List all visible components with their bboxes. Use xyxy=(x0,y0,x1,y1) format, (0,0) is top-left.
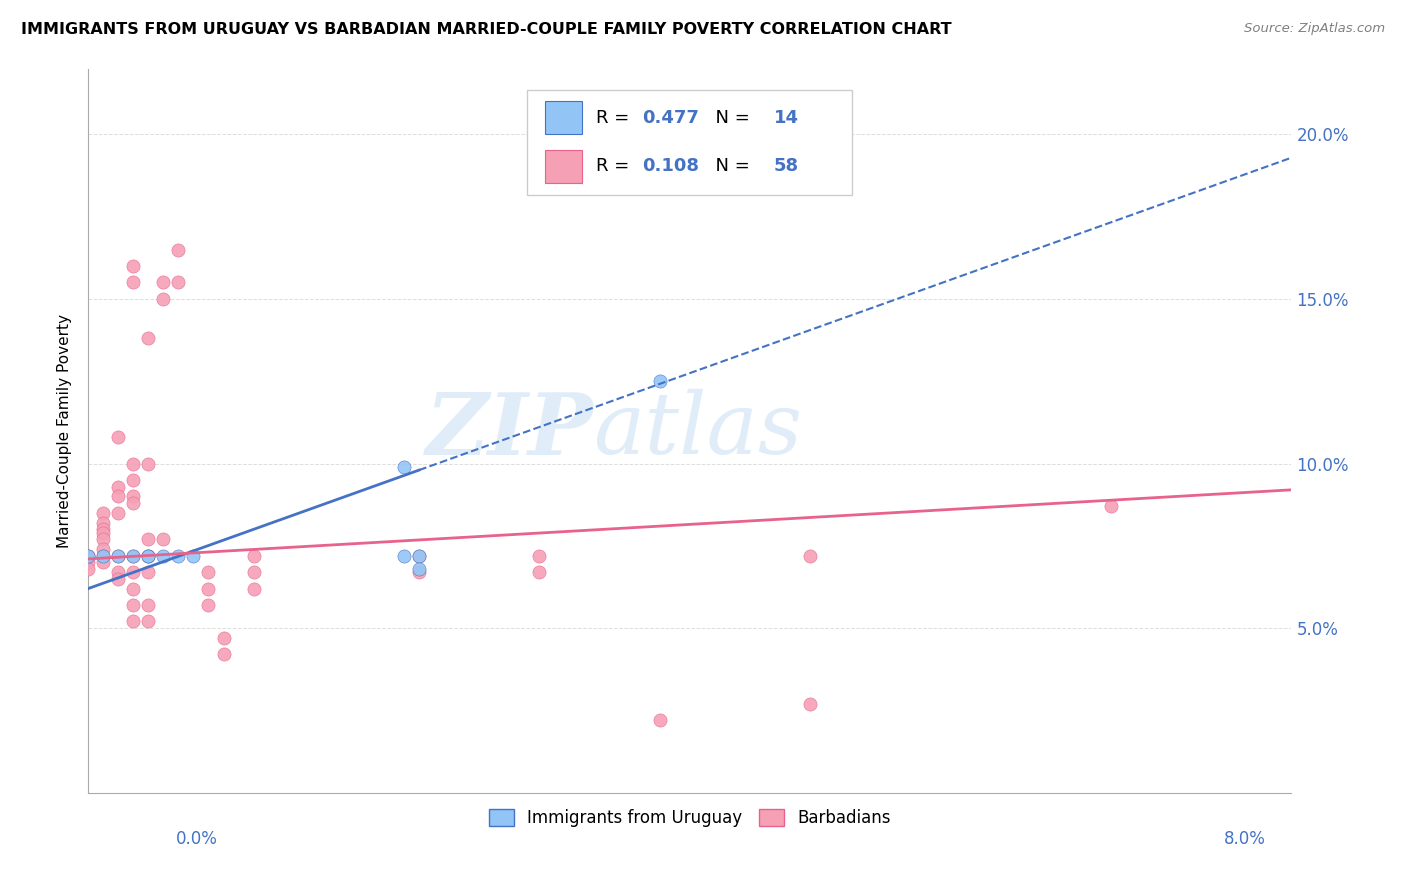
Point xyxy=(91,506,114,520)
Text: 0.0%: 0.0% xyxy=(176,830,218,847)
Point xyxy=(242,549,264,563)
Point xyxy=(107,572,129,586)
Legend: Immigrants from Uruguay, Barbadians: Immigrants from Uruguay, Barbadians xyxy=(481,800,898,835)
Point xyxy=(107,565,129,579)
Point xyxy=(392,459,415,474)
Point xyxy=(107,430,129,444)
Text: 0.477: 0.477 xyxy=(641,109,699,127)
FancyBboxPatch shape xyxy=(546,150,582,183)
Point xyxy=(136,598,159,612)
Point xyxy=(91,555,114,569)
Point xyxy=(648,374,671,388)
Point xyxy=(529,549,551,563)
Point xyxy=(107,490,129,504)
Point xyxy=(122,473,145,487)
Point xyxy=(107,549,129,563)
Text: 8.0%: 8.0% xyxy=(1223,830,1265,847)
Point xyxy=(197,565,219,579)
Point xyxy=(167,276,190,290)
Point xyxy=(122,259,145,273)
Point xyxy=(91,549,114,563)
Point xyxy=(77,562,100,576)
Point xyxy=(212,631,235,645)
Point xyxy=(799,697,821,711)
Point xyxy=(408,549,430,563)
Point xyxy=(122,276,145,290)
Text: 14: 14 xyxy=(775,109,799,127)
Text: 58: 58 xyxy=(775,157,799,176)
Point xyxy=(122,490,145,504)
Point xyxy=(122,615,145,629)
Point xyxy=(77,555,100,569)
Point xyxy=(136,565,159,579)
Point xyxy=(122,496,145,510)
Point xyxy=(152,292,174,306)
Point xyxy=(91,542,114,557)
Point xyxy=(648,713,671,727)
Point xyxy=(242,582,264,596)
Text: R =: R = xyxy=(596,109,636,127)
Text: IMMIGRANTS FROM URUGUAY VS BARBADIAN MARRIED-COUPLE FAMILY POVERTY CORRELATION C: IMMIGRANTS FROM URUGUAY VS BARBADIAN MAR… xyxy=(21,22,952,37)
Point xyxy=(212,648,235,662)
Point xyxy=(107,506,129,520)
Text: N =: N = xyxy=(704,157,756,176)
Point xyxy=(392,549,415,563)
Point xyxy=(107,549,129,563)
Point xyxy=(122,549,145,563)
Point xyxy=(152,276,174,290)
Text: Source: ZipAtlas.com: Source: ZipAtlas.com xyxy=(1244,22,1385,36)
Point xyxy=(122,598,145,612)
Point xyxy=(529,565,551,579)
Point xyxy=(91,522,114,536)
Point xyxy=(408,562,430,576)
Point xyxy=(136,457,159,471)
Point xyxy=(197,598,219,612)
Point xyxy=(152,549,174,563)
Point xyxy=(136,331,159,345)
Y-axis label: Married-Couple Family Poverty: Married-Couple Family Poverty xyxy=(58,314,72,548)
Point xyxy=(136,532,159,546)
Point xyxy=(242,565,264,579)
Point xyxy=(107,479,129,493)
Point xyxy=(408,565,430,579)
Point xyxy=(167,243,190,257)
Point xyxy=(91,525,114,540)
Point xyxy=(77,549,100,563)
Point xyxy=(1099,500,1122,514)
Point xyxy=(122,457,145,471)
Point xyxy=(799,549,821,563)
Point xyxy=(122,549,145,563)
Text: R =: R = xyxy=(596,157,636,176)
Point xyxy=(77,549,100,563)
FancyBboxPatch shape xyxy=(546,102,582,134)
Point xyxy=(136,615,159,629)
Point xyxy=(152,532,174,546)
Point xyxy=(91,516,114,530)
Point xyxy=(408,549,430,563)
Text: N =: N = xyxy=(704,109,756,127)
Point xyxy=(136,549,159,563)
Point xyxy=(136,549,159,563)
Text: ZIP: ZIP xyxy=(426,389,593,473)
Point xyxy=(77,549,100,563)
Point xyxy=(136,549,159,563)
Point xyxy=(122,582,145,596)
FancyBboxPatch shape xyxy=(527,90,852,195)
Point xyxy=(91,549,114,563)
Point xyxy=(183,549,205,563)
Point xyxy=(91,532,114,546)
Text: 0.108: 0.108 xyxy=(641,157,699,176)
Text: atlas: atlas xyxy=(593,389,803,472)
Point xyxy=(167,549,190,563)
Point xyxy=(197,582,219,596)
Point xyxy=(122,565,145,579)
